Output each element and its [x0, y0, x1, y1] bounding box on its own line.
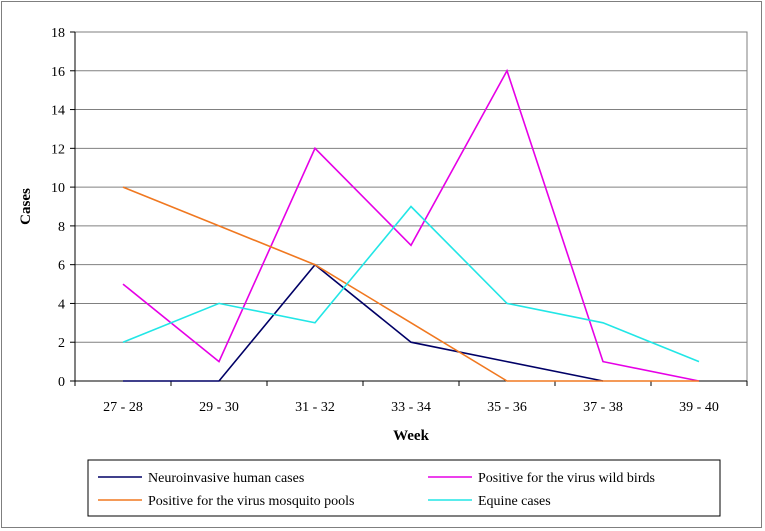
y-tick-label: 0 — [58, 375, 65, 390]
legend-label: Equine cases — [478, 494, 551, 509]
y-tick-label: 6 — [58, 259, 65, 274]
series-line — [122, 205, 700, 363]
legend-label: Positive for the virus mosquito pools — [148, 494, 355, 509]
x-tick-label: 31 - 32 — [295, 400, 335, 415]
x-tick-label: 37 - 38 — [583, 400, 623, 415]
x-tick-label: 29 - 30 — [199, 400, 239, 415]
x-tick-label: 39 - 40 — [679, 400, 719, 415]
x-tick-label: 33 - 34 — [391, 400, 431, 415]
y-tick-label: 18 — [51, 26, 65, 41]
y-axis-title: Cases — [18, 188, 34, 225]
plot-area: 0 2 4 6 8 10 12 14 16 18 27 - 28 29 - 30 31 - 32 33 -… — [51, 26, 748, 415]
y-tick-label: 8 — [58, 220, 65, 235]
series-line — [122, 186, 699, 382]
y-tick-label: 10 — [51, 181, 65, 196]
y-tick-label: 2 — [58, 336, 65, 351]
legend: Neuroinvasive human cases Positive for th… — [87, 459, 721, 517]
legend-label: Neuroinvasive human cases — [148, 471, 304, 486]
y-tick-label: 14 — [51, 104, 65, 119]
x-axis-title: Week — [393, 428, 429, 444]
series-line — [123, 263, 604, 382]
y-tick-label: 16 — [51, 65, 65, 80]
legend-label: Positive for the virus wild birds — [478, 471, 655, 486]
y-tick-label: 4 — [58, 297, 65, 312]
x-tick-label: 35 - 36 — [487, 400, 527, 415]
series-line — [122, 68, 700, 382]
y-tick-label: 12 — [51, 142, 65, 157]
x-tick-label: 27 - 28 — [103, 400, 143, 415]
legend-box — [87, 459, 721, 517]
